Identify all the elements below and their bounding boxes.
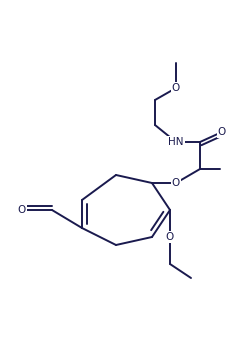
Text: O: O <box>172 178 180 188</box>
Text: O: O <box>172 83 180 93</box>
Text: O: O <box>218 127 226 137</box>
Text: O: O <box>18 205 26 215</box>
Text: HN: HN <box>168 137 184 147</box>
Text: O: O <box>166 232 174 242</box>
